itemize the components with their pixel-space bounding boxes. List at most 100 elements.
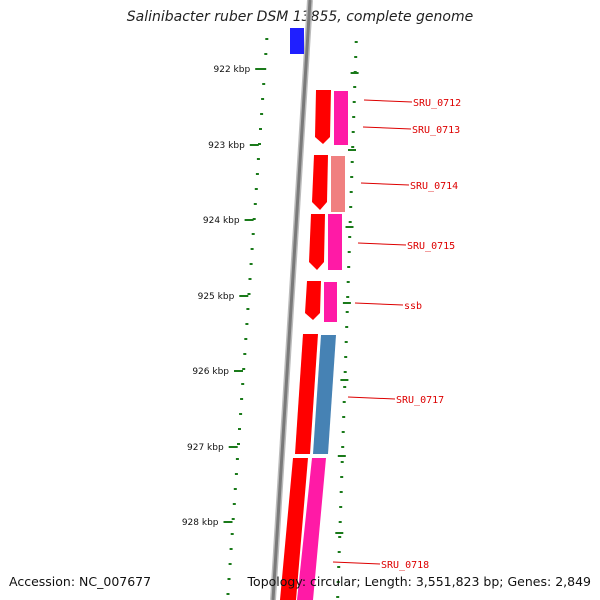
kbp-label: 926 kbp: [192, 367, 229, 377]
ruler-labels: 922 kbp 923 kbp 924 kbp 925 kbp 926 kbp 927 k…: [182, 65, 251, 528]
minor-tick: [249, 263, 253, 265]
major-tick: [335, 532, 344, 534]
kbp-label: 922 kbp: [214, 65, 251, 75]
minor-tick: [337, 566, 341, 568]
gene-block-blue[interactable]: [290, 28, 304, 54]
length-label: Length:: [364, 574, 412, 589]
gene-label-sru-0713[interactable]: SRU_0713: [412, 125, 460, 136]
forward-strand-track: [280, 90, 331, 600]
major-tick: [244, 219, 254, 221]
gene-arrow-ssb[interactable]: [305, 281, 321, 320]
minor-tick: [341, 446, 345, 448]
minor-tick: [344, 356, 348, 358]
kbp-label: 924 kbp: [203, 216, 240, 226]
major-tick: [223, 521, 233, 523]
minor-tick: [339, 506, 343, 508]
minor-tick: [226, 593, 230, 595]
minor-tick: [338, 536, 342, 538]
minor-tick: [344, 341, 348, 343]
gene-block-sru-0715-outer[interactable]: [328, 214, 342, 270]
minor-tick: [347, 266, 351, 268]
minor-tick: [260, 113, 264, 115]
minor-tick: [350, 176, 354, 178]
gene-label-sru-0718[interactable]: SRU_0718: [381, 560, 429, 571]
minor-tick: [250, 248, 254, 250]
gene-label-sru-0714[interactable]: SRU_0714: [410, 181, 458, 192]
minor-tick: [352, 116, 356, 118]
minor-tick: [241, 383, 245, 385]
genome-backbone-inner: [271, 0, 312, 600]
genes-label: Genes:: [507, 574, 552, 589]
major-tick: [234, 370, 243, 372]
minor-tick: [259, 128, 262, 130]
major-tick: [348, 149, 356, 151]
kbp-label: 928 kbp: [182, 518, 219, 528]
minor-tick: [341, 431, 345, 433]
gene-block-sru-0718-outer[interactable]: [297, 458, 326, 600]
minor-tick: [254, 188, 258, 190]
minor-tick: [256, 158, 260, 160]
minor-tick: [235, 458, 239, 460]
kbp-label: 927 kbp: [187, 443, 224, 453]
genome-summary: Topology: circular; Length: 3,551,823 bp…: [247, 574, 591, 589]
gene-label-ssb[interactable]: ssb: [404, 301, 422, 312]
minor-tick: [255, 173, 259, 175]
minor-tick: [239, 413, 243, 415]
gene-label-sru-0712[interactable]: SRU_0712: [413, 98, 461, 109]
gene-arrow-sru-0718[interactable]: [280, 458, 308, 600]
label-leaders: [332, 99, 413, 565]
genome-title: Salinibacter ruber DSM 13855, complete g…: [126, 9, 474, 25]
gene-arrow-sru-0717[interactable]: [295, 334, 318, 454]
minor-tick: [340, 476, 344, 478]
gene-block-sru-0712-outer[interactable]: [334, 91, 348, 145]
minor-tick: [245, 323, 249, 325]
gene-label-sru-0715[interactable]: SRU_0715: [407, 241, 455, 252]
major-tick: [342, 302, 351, 304]
minor-tick: [240, 398, 244, 400]
ruler-ticks-outer: [223, 38, 269, 595]
minor-tick: [353, 86, 357, 88]
label-leader-line: [332, 561, 381, 565]
major-tick: [340, 379, 349, 381]
minor-tick: [348, 236, 352, 238]
minor-tick: [228, 563, 232, 565]
minor-tick: [338, 521, 342, 523]
minor-tick: [336, 581, 340, 583]
topology-label: Topology:: [247, 574, 307, 589]
major-tick: [228, 446, 238, 448]
minor-tick: [337, 551, 341, 553]
minor-tick: [238, 428, 241, 430]
minor-tick: [352, 101, 356, 103]
ruler-ticks-inner: [335, 41, 359, 598]
label-leader-line: [362, 126, 412, 130]
gene-arrow-sru-0712[interactable]: [315, 90, 331, 144]
gene-block-sru-0717-outer[interactable]: [313, 335, 336, 454]
minor-tick: [346, 281, 350, 283]
minor-tick: [262, 83, 266, 85]
minor-tick: [227, 578, 231, 580]
minor-tick: [345, 311, 349, 313]
label-leader-line: [347, 396, 396, 400]
label-leader-line: [354, 302, 404, 306]
gene-block-sru-0714-outer[interactable]: [331, 156, 345, 212]
minor-tick: [351, 131, 355, 133]
minor-tick: [234, 473, 238, 475]
minor-tick: [347, 251, 351, 253]
minor-tick: [264, 53, 268, 55]
gene-label-sru-0717[interactable]: SRU_0717: [396, 395, 444, 406]
minor-tick: [349, 191, 353, 193]
minor-tick: [351, 146, 355, 148]
minor-tick: [231, 518, 235, 520]
topology-value: circular: [310, 574, 357, 589]
gene-arrow-sru-0715[interactable]: [309, 214, 325, 270]
minor-tick: [343, 371, 347, 373]
minor-tick: [349, 206, 353, 208]
gene-arrow-sru-0714[interactable]: [312, 155, 328, 210]
minor-tick: [251, 233, 255, 235]
gene-block-ssb-outer[interactable]: [324, 282, 337, 322]
minor-tick: [258, 143, 261, 145]
major-tick: [249, 144, 259, 146]
minor-tick: [339, 491, 343, 493]
minor-tick: [244, 338, 248, 340]
minor-tick: [229, 548, 233, 550]
